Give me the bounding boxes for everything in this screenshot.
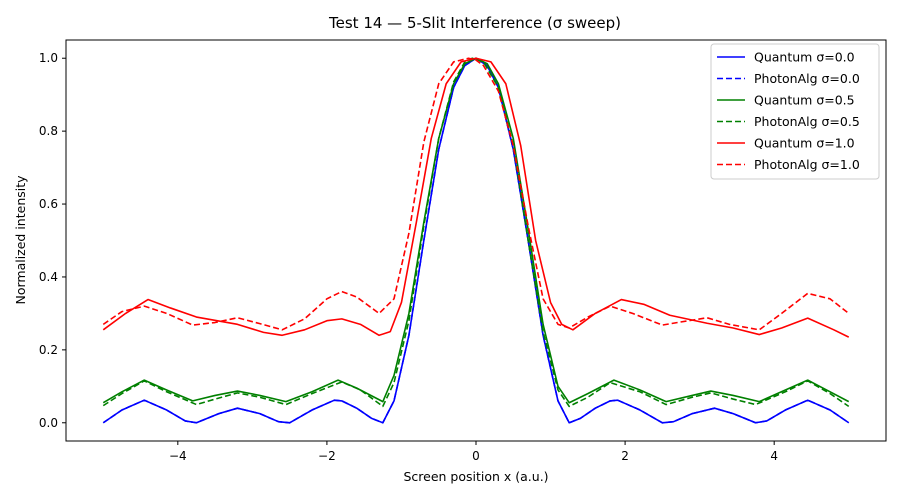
y-tick-label: 0.6 xyxy=(39,197,58,211)
y-axis: 0.0 0.2 0.4 0.6 0.8 1.0 xyxy=(39,51,66,430)
series-line-4 xyxy=(102,57,850,338)
y-tick-label: 0.0 xyxy=(39,416,58,430)
y-tick-label: 0.4 xyxy=(39,270,58,284)
legend-label: PhotonAlg σ=0.5 xyxy=(754,114,860,129)
x-tick-label: −4 xyxy=(169,449,187,463)
y-tick-label: 1.0 xyxy=(39,51,58,65)
plot-lines xyxy=(102,57,850,424)
series-line-3 xyxy=(102,57,850,408)
legend: Quantum σ=0.0 PhotonAlg σ=0.0 Quantum σ=0.… xyxy=(710,43,880,180)
x-tick-label: −2 xyxy=(318,449,336,463)
y-axis-label: Normalized intensity xyxy=(13,175,28,305)
chart-title: Test 14 — 5-Slit Interference (σ sweep) xyxy=(328,14,621,32)
y-tick-label: 0.2 xyxy=(39,343,58,357)
x-tick-label: 4 xyxy=(770,449,778,463)
series-line-5 xyxy=(102,57,850,331)
x-tick-label: 0 xyxy=(472,449,480,463)
x-axis: −4 −2 0 2 4 xyxy=(169,441,778,463)
legend-label: PhotonAlg σ=1.0 xyxy=(754,157,860,172)
x-axis-label: Screen position x (a.u.) xyxy=(403,469,548,484)
y-tick-label: 0.8 xyxy=(39,124,58,138)
legend-label: Quantum σ=1.0 xyxy=(754,136,855,151)
legend-label: Quantum σ=0.0 xyxy=(754,50,855,65)
legend-label: Quantum σ=0.5 xyxy=(754,93,855,108)
x-tick-label: 2 xyxy=(621,449,629,463)
legend-box xyxy=(710,43,880,180)
legend-label: PhotonAlg σ=0.0 xyxy=(754,71,860,86)
